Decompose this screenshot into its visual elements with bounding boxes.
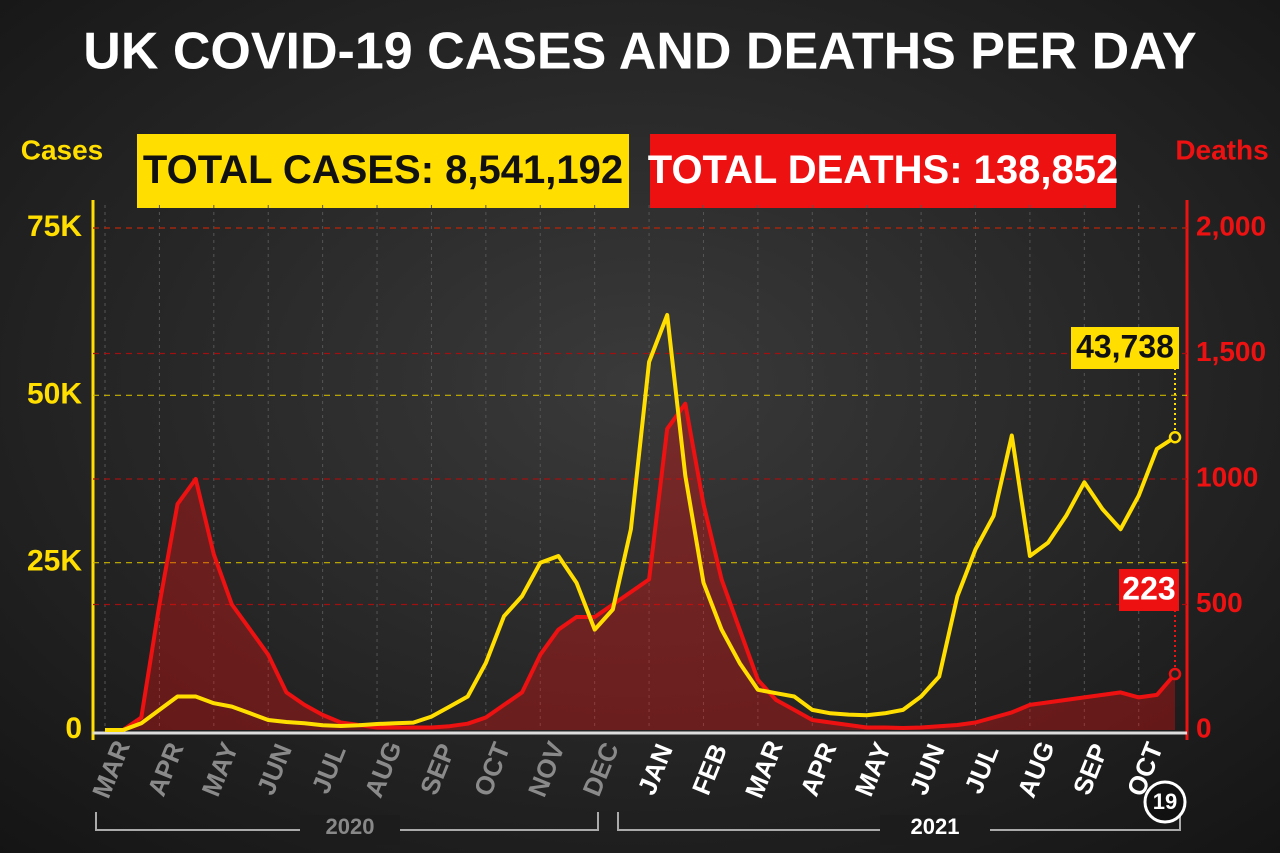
y2-tick-label: 2,000 <box>1196 210 1266 241</box>
series-line <box>105 401 1177 732</box>
chart-title: UK COVID-19 CASES AND DEATHS PER DAY <box>83 23 1196 81</box>
y2-tick-label: 1000 <box>1196 461 1258 492</box>
plot: MAR APR MAY JUN JUL AUG SEP OCT NOV DEC JAN FEB MAR A… <box>27 205 1266 824</box>
total-cases-box <box>137 134 629 208</box>
y-tick-label: 25K <box>27 545 82 578</box>
y2-tick-label: 500 <box>1196 587 1243 618</box>
end-label: 43,738 <box>1076 328 1174 364</box>
year-gap <box>300 815 400 845</box>
year-label: 2020 <box>326 814 375 839</box>
total-cases-label: TOTAL CASES: <box>143 148 434 192</box>
total-cases: TOTAL CASES: 8,541,192 <box>143 148 623 192</box>
end-day: 19 <box>1153 789 1177 814</box>
total-deaths: TOTAL DEATHS: 138,852 <box>648 148 1119 192</box>
total-deaths-box <box>650 134 1116 208</box>
end-label-box <box>1071 327 1179 369</box>
year-gap <box>880 815 990 845</box>
end-day-circle <box>1143 780 1187 824</box>
end-point <box>1168 430 1182 444</box>
y-axis-title: Cases <box>21 134 104 165</box>
series-line <box>105 313 1177 732</box>
total-deaths-label: TOTAL DEATHS: <box>648 148 963 192</box>
y-tick-label: 0 <box>65 712 82 745</box>
y-tick-label: 75K <box>27 210 82 243</box>
end-point <box>1168 667 1182 681</box>
y-tick-label: 50K <box>27 377 82 410</box>
deaths-area <box>105 403 1175 730</box>
year-label: 2021 <box>911 814 960 839</box>
y2-tick-label: 1,500 <box>1196 336 1266 367</box>
end-label: 223 <box>1122 570 1175 606</box>
y2-axis-title: Deaths <box>1175 134 1268 165</box>
total-deaths-value: 138,852 <box>974 148 1119 192</box>
end-label-box <box>1119 569 1179 611</box>
total-cases-value: 8,541,192 <box>445 148 623 192</box>
y2-tick-label: 0 <box>1196 712 1212 743</box>
